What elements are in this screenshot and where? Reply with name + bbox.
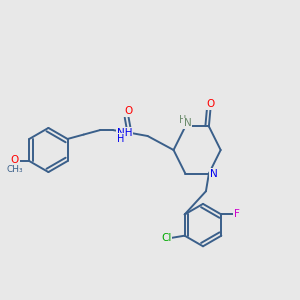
Text: O: O: [207, 99, 215, 109]
Text: N: N: [210, 169, 218, 179]
Text: F: F: [234, 209, 240, 220]
Text: CH₃: CH₃: [6, 165, 23, 174]
Text: N: N: [184, 118, 192, 128]
Text: H: H: [179, 115, 187, 125]
Text: NH: NH: [117, 128, 132, 138]
Text: O: O: [11, 155, 19, 165]
Text: O: O: [124, 106, 133, 116]
Text: Cl: Cl: [161, 233, 171, 243]
Text: H: H: [117, 134, 125, 144]
